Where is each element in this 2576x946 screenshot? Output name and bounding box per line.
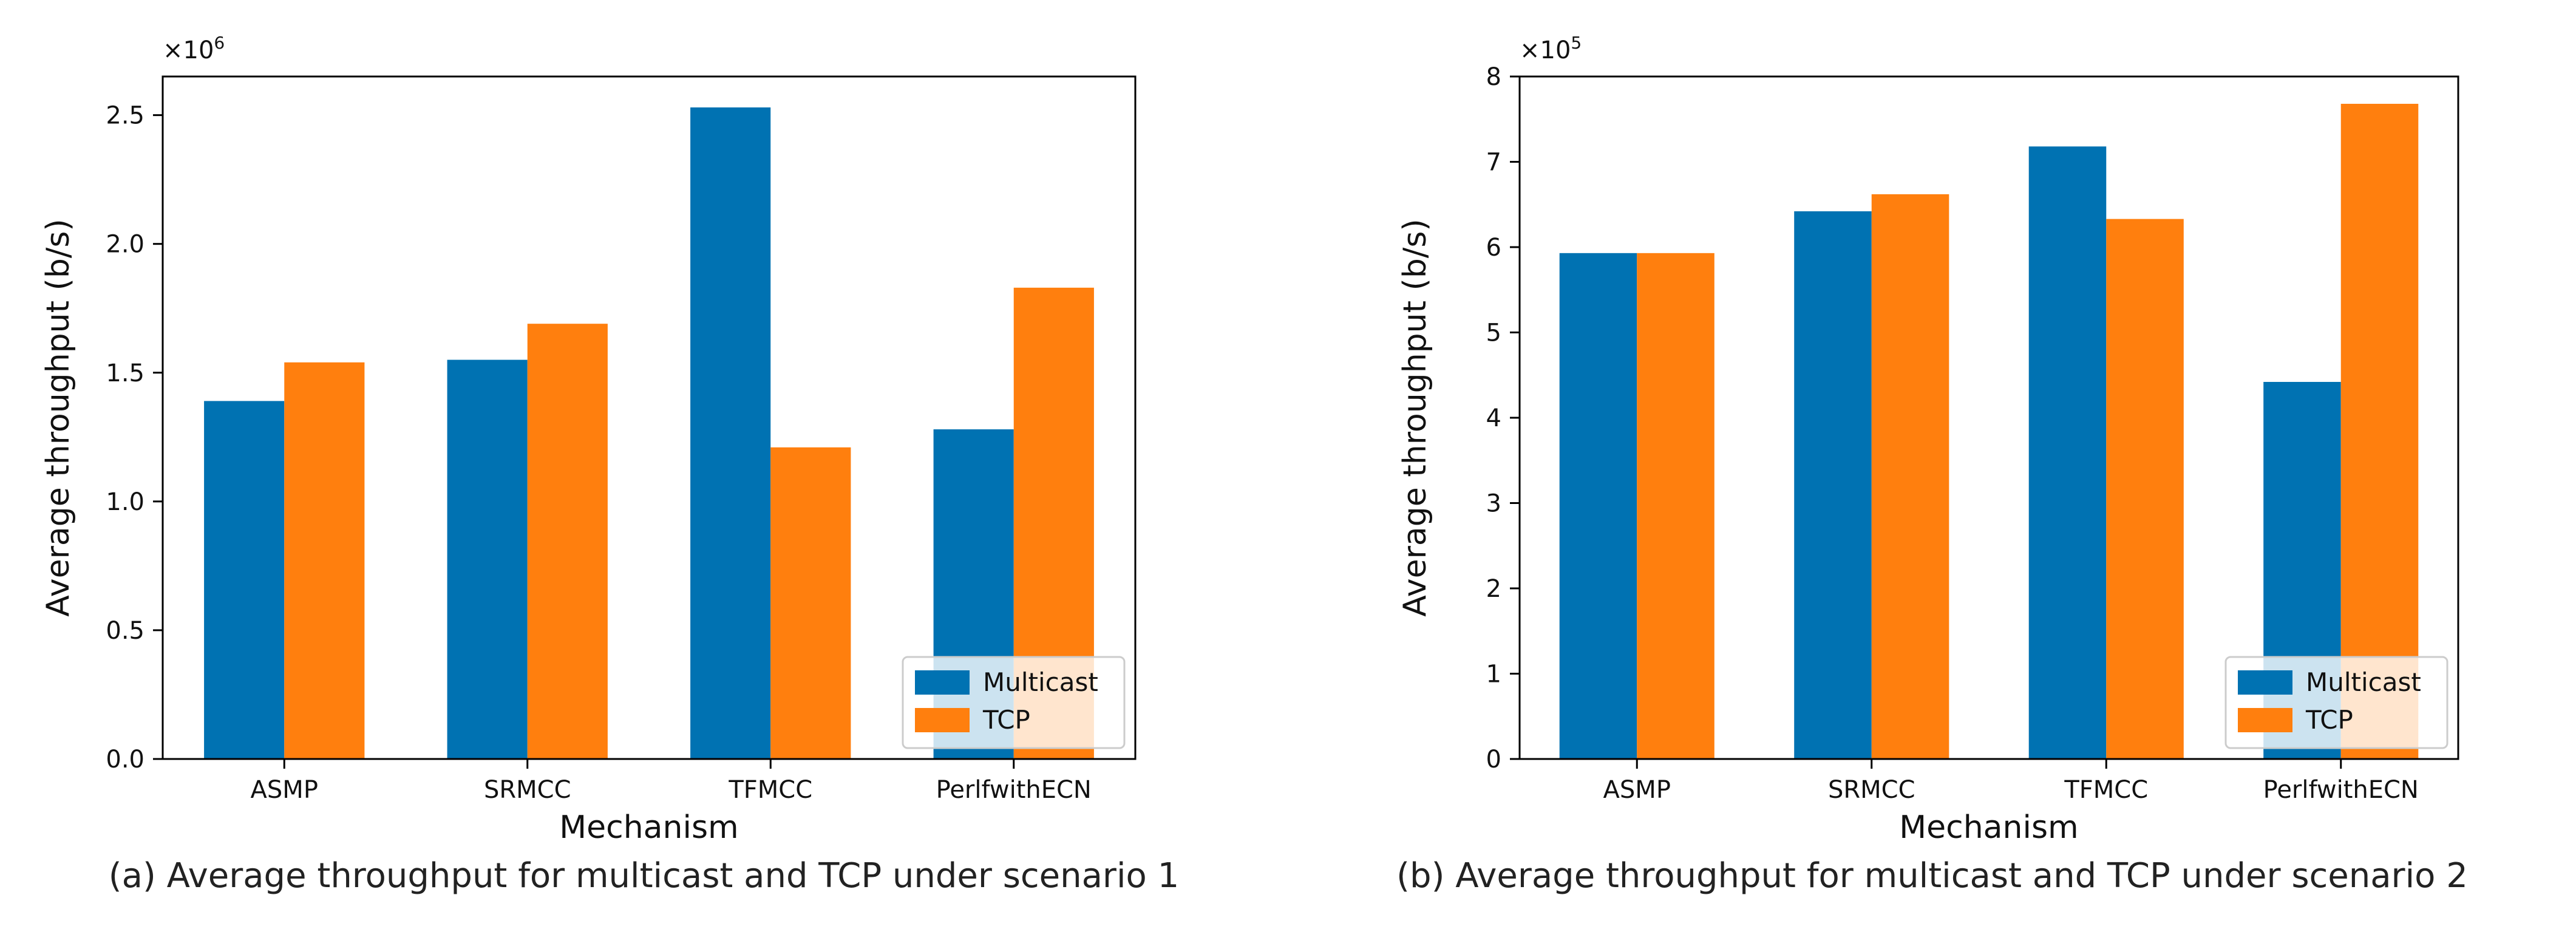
y-tick-label: 1 bbox=[1486, 661, 1501, 689]
y-tick-label: 2.0 bbox=[106, 231, 144, 259]
plot-frame bbox=[161, 75, 1137, 760]
legend: Multicast TCP bbox=[902, 656, 1126, 749]
y-tick-label: 3 bbox=[1486, 490, 1501, 518]
bar-tcp-tfmcc bbox=[2106, 219, 2184, 759]
x-tick-label: SRMCC bbox=[1828, 776, 1915, 804]
y-axis-label: Average throughput (b/s) bbox=[40, 219, 76, 616]
y-tick-label: 1.0 bbox=[106, 488, 144, 516]
x-tick-label: ASMP bbox=[1603, 776, 1671, 804]
legend-label-multicast: Multicast bbox=[983, 667, 1098, 697]
legend-label-multicast: Multicast bbox=[2306, 667, 2421, 697]
y-tick-label: 6 bbox=[1486, 234, 1501, 262]
y-tick-label: 2 bbox=[1486, 575, 1501, 603]
y-tick-label: 7 bbox=[1486, 149, 1501, 177]
bar-chart-a: 0.0 0.5 1.0 1.5 2.0 2.5 ASMP SRMCC TFMCC Perlfwit… bbox=[40, 33, 1137, 846]
y-tick-label: 0 bbox=[1486, 746, 1501, 774]
y-tick-label: 5 bbox=[1486, 319, 1501, 347]
y-tick-label: 0.0 bbox=[106, 746, 144, 774]
legend-swatch-tcp bbox=[915, 708, 970, 732]
bar-multicast-asmp bbox=[1559, 253, 1637, 760]
bar-multicast-asmp bbox=[204, 401, 285, 759]
bar-multicast-srmcc bbox=[447, 359, 528, 759]
y-tick-label: 1.5 bbox=[106, 359, 144, 387]
bar-multicast-srmcc bbox=[1794, 211, 1872, 759]
x-tick-label: ASMP bbox=[251, 776, 318, 804]
bar-tcp-srmcc bbox=[1871, 194, 1949, 759]
legend: Multicast TCP bbox=[2224, 656, 2449, 749]
y-axis-label: Average throughput (b/s) bbox=[1397, 219, 1433, 616]
y-tick-label: 8 bbox=[1486, 63, 1501, 91]
x-tick-label: SRMCC bbox=[484, 776, 571, 804]
legend-swatch-multicast bbox=[2238, 670, 2292, 695]
bar-tcp-asmp bbox=[1637, 253, 1715, 760]
x-axis-label: Mechanism bbox=[1899, 809, 2078, 846]
y-scale-factor: ×106 bbox=[163, 33, 225, 64]
bar-tcp-perlfwithecn bbox=[2340, 103, 2419, 760]
x-tick-label: TFMCC bbox=[728, 776, 812, 804]
x-tick-label: PerlfwithECN bbox=[936, 776, 1092, 804]
bar-multicast-tfmcc bbox=[2028, 146, 2107, 759]
legend-swatch-tcp bbox=[2238, 708, 2292, 732]
legend-swatch-multicast bbox=[915, 670, 970, 695]
bar-tcp-srmcc bbox=[527, 324, 608, 759]
legend-label-tcp: TCP bbox=[2305, 705, 2353, 735]
y-tick-label: 2.5 bbox=[106, 102, 144, 130]
bar-tcp-tfmcc bbox=[770, 447, 851, 759]
chart-panel-b: 0 1 2 3 4 5 6 7 8 ASMP SRMCC TFMCC PerlfwithECN ×105 M… bbox=[1288, 0, 2576, 946]
x-tick-label: TFMCC bbox=[2064, 776, 2148, 804]
y-tick-label: 4 bbox=[1486, 404, 1501, 432]
bar-multicast-tfmcc bbox=[690, 107, 771, 760]
y-tick-label: 0.5 bbox=[106, 617, 144, 645]
x-axis-label: Mechanism bbox=[559, 809, 738, 846]
y-scale-factor: ×105 bbox=[1520, 33, 1582, 64]
bar-tcp-asmp bbox=[284, 362, 365, 759]
x-tick-label: PerlfwithECN bbox=[2263, 776, 2419, 804]
legend-label-tcp: TCP bbox=[982, 705, 1030, 735]
chart-caption-b: (b) Average throughput for multicast and… bbox=[1396, 856, 2468, 896]
bar-chart-b: 0 1 2 3 4 5 6 7 8 ASMP SRMCC TFMCC PerlfwithECN ×105 M… bbox=[1397, 33, 2459, 846]
chart-panel-a: 0.0 0.5 1.0 1.5 2.0 2.5 ASMP SRMCC TFMCC Perlfwit… bbox=[40, 33, 1180, 896]
chart-caption-a: (a) Average throughput for multicast and… bbox=[108, 856, 1180, 896]
